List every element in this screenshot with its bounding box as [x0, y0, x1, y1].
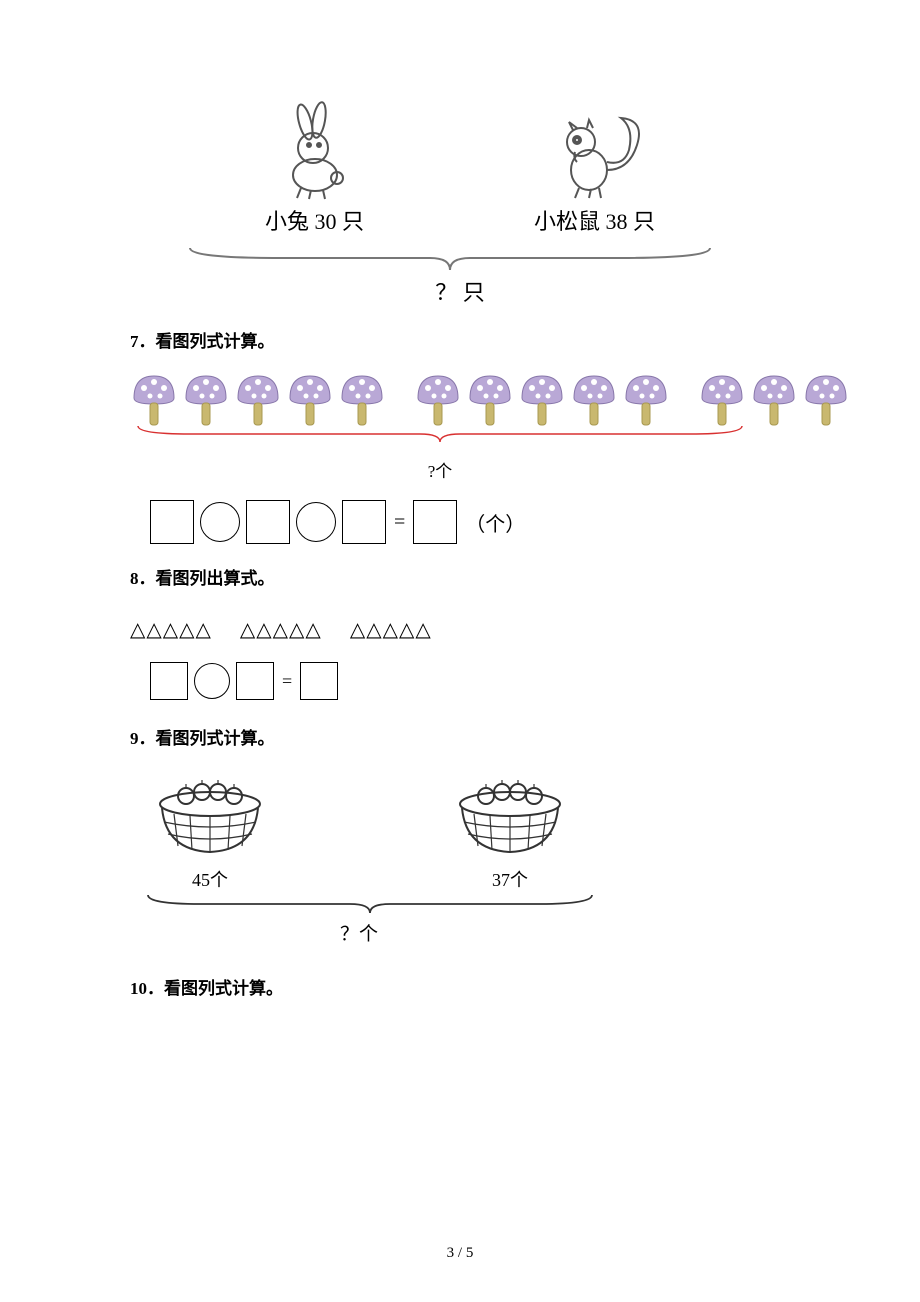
- eq-circle: [296, 502, 336, 542]
- mushroom-icon: [750, 372, 798, 430]
- mushroom-icon: [234, 372, 282, 430]
- mushroom-icon: [518, 372, 566, 430]
- basket2-label: 37个: [492, 866, 528, 892]
- eq-box: [342, 500, 386, 544]
- rabbit-label: 小兔 30 只: [265, 204, 364, 236]
- brace-icon: [140, 892, 600, 916]
- mushroom-row: [130, 372, 790, 430]
- basket-icon: [450, 774, 570, 864]
- problem7-title: 7．看图列式计算。: [130, 327, 790, 352]
- mushroom-group: [414, 372, 670, 430]
- squirrel-group: 小松鼠 38 只: [534, 100, 655, 236]
- mushroom-group: [130, 372, 386, 430]
- mushroom-icon: [802, 372, 850, 430]
- basket1-group: 45个: [150, 774, 270, 892]
- mushroom-icon: [414, 372, 462, 430]
- mushroom-icon: [286, 372, 334, 430]
- mushroom-icon: [466, 372, 514, 430]
- problem10-title: 10．看图列式计算。: [130, 974, 790, 999]
- mushroom-icon: [130, 372, 178, 430]
- triangle-row: △△△△△ △△△△△ △△△△△: [130, 617, 790, 642]
- squirrel-label: 小松鼠 38 只: [534, 204, 655, 236]
- triangle-group: △△△△△: [240, 617, 322, 642]
- baskets-row: 45个 37个: [150, 774, 790, 892]
- problem9-question: ？个: [340, 919, 790, 946]
- eq-box: [413, 500, 457, 544]
- equals-sign: =: [394, 511, 405, 534]
- rabbit-icon: [269, 100, 359, 200]
- triangle-group: △△△△△: [130, 617, 212, 642]
- basket-icon: [150, 774, 270, 864]
- eq-circle: [200, 502, 240, 542]
- problem8-title: 8．看图列出算式。: [130, 564, 790, 589]
- brace-icon: [180, 244, 720, 274]
- eq-box: [150, 662, 188, 700]
- basket1-label: 45个: [192, 866, 228, 892]
- equals-sign: =: [282, 671, 292, 692]
- unit-label: （个）: [465, 508, 525, 537]
- page-number: 3 / 5: [447, 1245, 474, 1262]
- mushroom-icon: [698, 372, 746, 430]
- eq-box: [236, 662, 274, 700]
- red-brace-icon: [130, 424, 750, 444]
- mushroom-group: [698, 372, 850, 430]
- basket2-group: 37个: [450, 774, 570, 892]
- rabbit-group: 小兔 30 只: [265, 100, 364, 236]
- mushroom-icon: [570, 372, 618, 430]
- problem6-figure: 小兔 30 只 小松鼠 38 只: [180, 100, 740, 307]
- eq-box: [300, 662, 338, 700]
- eq-box: [246, 500, 290, 544]
- mushroom-icon: [338, 372, 386, 430]
- eq-circle: [194, 663, 230, 699]
- mushroom-icon: [622, 372, 670, 430]
- problem8-equation: =: [150, 662, 790, 700]
- problem7-question: ?个: [130, 457, 750, 482]
- squirrel-icon: [539, 100, 649, 200]
- mushroom-icon: [182, 372, 230, 430]
- triangle-group: △△△△△: [350, 617, 432, 642]
- eq-box: [150, 500, 194, 544]
- animals-row: 小兔 30 只 小松鼠 38 只: [180, 100, 740, 236]
- problem9-title: 9．看图列式计算。: [130, 724, 790, 749]
- problem6-question: ？ 只: [180, 275, 740, 307]
- problem7-equation: = （个）: [150, 500, 790, 544]
